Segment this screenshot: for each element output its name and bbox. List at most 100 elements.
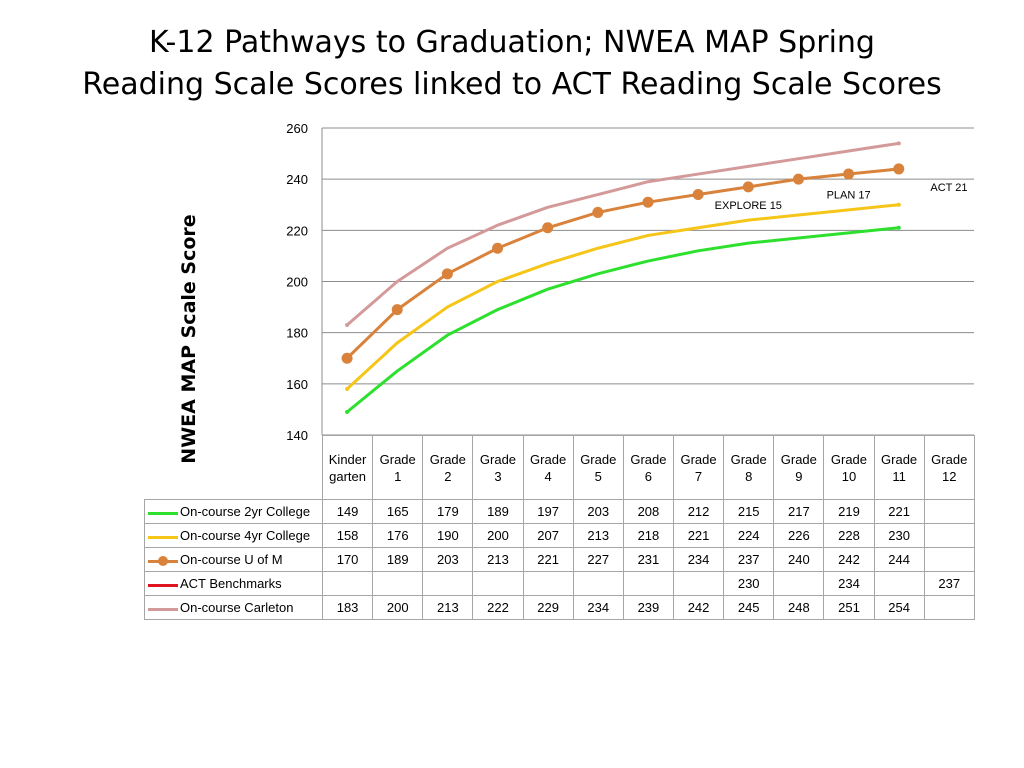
category-label: Grade 8 xyxy=(723,435,775,500)
table-cell: 149 xyxy=(321,499,374,524)
table-cell xyxy=(773,571,825,596)
table-cell: 222 xyxy=(472,595,524,620)
table-cell: 176 xyxy=(372,523,424,548)
data-point-on-course-u-of-m-11 xyxy=(893,163,905,175)
line-start-on-course-2yr-college xyxy=(345,409,350,414)
table-cell: 197 xyxy=(522,499,574,524)
table-cell: 231 xyxy=(622,547,674,572)
data-point-on-course-u-of-m-7 xyxy=(692,189,704,201)
annotations: EXPLORE 15 PLAN 17 ACT 21 xyxy=(715,182,968,212)
annotation-explore-15: EXPLORE 15 xyxy=(715,200,782,212)
table-cell: 230 xyxy=(873,523,925,548)
legend-label: On-course U of M xyxy=(180,552,283,567)
table-row: On-course Carleton 183 200 213 222 229 234 239 2… xyxy=(144,595,975,620)
line-end-on-course-carleton xyxy=(896,141,901,146)
table-cell: 251 xyxy=(823,595,875,620)
table-cell: 213 xyxy=(572,523,624,548)
category-label: Grade 6 xyxy=(622,435,674,500)
category-label: Grade 2 xyxy=(422,435,474,500)
y-tick-label: 200 xyxy=(286,275,308,290)
table-cell: 237 xyxy=(723,547,775,572)
table-cell xyxy=(522,571,574,596)
data-table: Kindergarten Grade 1 Grade 2 Grade 3 Grade 4… xyxy=(144,435,975,620)
series-on-course-4yr-college xyxy=(345,202,901,391)
data-point-on-course-u-of-m-5 xyxy=(592,206,604,218)
category-label: Grade 7 xyxy=(672,435,725,500)
table-cell: 207 xyxy=(522,523,574,548)
table-cell: 221 xyxy=(672,523,725,548)
line-end-on-course-4yr-college xyxy=(896,202,901,207)
table-cell: 221 xyxy=(522,547,574,572)
table-cell xyxy=(372,571,424,596)
table-cell: 200 xyxy=(472,523,524,548)
legend-label: On-course 2yr College xyxy=(180,504,311,519)
table-cell: 189 xyxy=(472,499,524,524)
chart-title: K-12 Pathways to Graduation; NWEA MAP Sp… xyxy=(0,22,1024,106)
category-label: Grade 5 xyxy=(572,435,624,500)
table-cell: 213 xyxy=(422,595,474,620)
category-label: Grade 12 xyxy=(923,435,975,500)
series-line-on-course-2yr-college xyxy=(346,226,899,414)
table-cell xyxy=(622,571,674,596)
table-cell: 158 xyxy=(321,523,374,548)
y-tick-label: 220 xyxy=(286,223,308,238)
table-header-row: Kindergarten Grade 1 Grade 2 Grade 3 Grade 4… xyxy=(145,435,975,500)
category-label: Grade 10 xyxy=(823,435,875,500)
table-cell: 237 xyxy=(923,571,975,596)
table-cell: 208 xyxy=(622,499,674,524)
legend-entry-act-benchmarks: ACT Benchmarks xyxy=(144,571,323,596)
line-start-on-course-4yr-college xyxy=(345,386,350,391)
legend-label: On-course 4yr College xyxy=(180,528,311,543)
table-row: ACT Benchmarks 230 234 237 xyxy=(144,571,975,596)
category-label: Grade 11 xyxy=(873,435,925,500)
series-line-on-course-4yr-college xyxy=(346,203,899,391)
legend-entry-on-course-carleton: On-course Carleton xyxy=(144,595,323,620)
series-line-on-course-u-of-m xyxy=(346,167,899,360)
legend-entry-on-course-4yr-college: On-course 4yr College xyxy=(144,523,323,548)
data-point-on-course-u-of-m-0 xyxy=(341,352,353,364)
data-point-on-course-u-of-m-2 xyxy=(441,268,453,280)
series-on-course-u-of-m xyxy=(341,163,905,364)
legend-key xyxy=(148,555,178,567)
legend-entry-on-course-u-of-m: On-course U of M xyxy=(144,547,323,572)
legend-entry-on-course-2yr-college: On-course 2yr College xyxy=(144,499,323,524)
legend-key xyxy=(148,579,178,591)
chart-title-line-2: Reading Scale Scores linked to ACT Readi… xyxy=(82,67,942,102)
category-label: Grade 3 xyxy=(472,435,524,500)
legend-key xyxy=(148,531,178,543)
table-cell: 234 xyxy=(572,595,624,620)
series-line-on-course-carleton xyxy=(346,141,899,327)
table-cell: 228 xyxy=(823,523,875,548)
table-row: On-course 2yr College 149 165 179 189 197 203 2… xyxy=(144,499,975,524)
series-on-course-carleton xyxy=(345,141,901,327)
table-row: On-course U of M 170 189 203 213 221 227 231 234… xyxy=(144,547,975,572)
table-cell xyxy=(923,523,975,548)
chart-title-line-1: K-12 Pathways to Graduation; NWEA MAP Sp… xyxy=(149,25,875,60)
table-corner xyxy=(145,436,323,500)
table-cell: 215 xyxy=(723,499,775,524)
table-cell xyxy=(422,571,474,596)
table-cell xyxy=(672,571,725,596)
y-tick-label: 140 xyxy=(286,428,308,440)
data-point-on-course-u-of-m-1 xyxy=(391,304,403,316)
table-cell: 179 xyxy=(422,499,474,524)
table-cell: 234 xyxy=(823,571,875,596)
category-label: Grade 4 xyxy=(522,435,574,500)
y-axis-ticks: 140 160 180 200 220 240 260 xyxy=(286,121,308,440)
table-cell: 239 xyxy=(622,595,674,620)
data-point-on-course-u-of-m-8 xyxy=(742,181,754,193)
table-cell xyxy=(321,571,374,596)
table-cell xyxy=(923,499,975,524)
table-cell: 254 xyxy=(873,595,925,620)
table-cell: 189 xyxy=(372,547,424,572)
annotation-act-21: ACT 21 xyxy=(930,182,967,194)
data-point-on-course-u-of-m-6 xyxy=(642,196,654,208)
table-cell: 203 xyxy=(572,499,624,524)
table-cell: 227 xyxy=(572,547,624,572)
table-cell: 242 xyxy=(823,547,875,572)
table-cell: 200 xyxy=(372,595,424,620)
table-row: On-course 4yr College 158 176 190 200 207 213 2… xyxy=(144,523,975,548)
table-cell: 226 xyxy=(773,523,825,548)
annotation-plan-17: PLAN 17 xyxy=(827,190,871,202)
table-cell: 230 xyxy=(723,571,775,596)
